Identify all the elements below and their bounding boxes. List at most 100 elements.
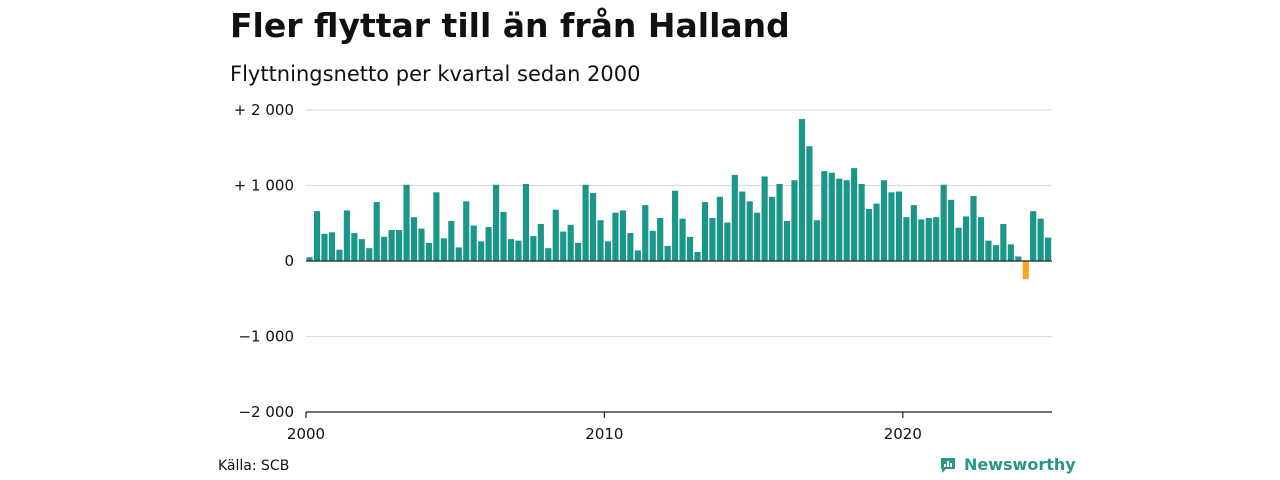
bar: [880, 180, 888, 261]
bar: [1022, 261, 1029, 280]
bar: [918, 219, 925, 261]
bar: [843, 180, 850, 261]
bar: [567, 224, 574, 261]
chart-subtitle: Flyttningsnetto per kvartal sedan 2000: [230, 62, 641, 86]
bar: [366, 248, 373, 261]
bar: [955, 227, 962, 261]
bar: [701, 202, 709, 261]
bar: [560, 231, 567, 261]
bar: [813, 220, 820, 261]
bar: [791, 180, 798, 261]
bar: [306, 257, 313, 261]
bar: [328, 232, 336, 261]
bar: [351, 233, 358, 261]
bar: [806, 146, 813, 261]
brand-logo[interactable]: Newsworthy: [939, 455, 1076, 474]
bar: [433, 192, 440, 261]
bar: [582, 184, 589, 261]
bar: [381, 236, 388, 261]
bar: [948, 199, 955, 261]
y-axis-ticks: + 2 000 + 1 000 0 −1 000 −2 000: [234, 101, 294, 421]
bar: [597, 220, 604, 261]
bar: [739, 191, 746, 261]
bar: [761, 176, 768, 261]
x-tick-label: 2000: [287, 425, 325, 443]
x-tick-label: 2010: [585, 425, 623, 443]
bar: [754, 212, 761, 261]
bar: [604, 241, 612, 261]
bar: [992, 245, 999, 261]
bar: [589, 193, 597, 261]
bar: [851, 168, 858, 261]
bar: [679, 218, 686, 261]
x-tick-label: 2020: [884, 425, 922, 443]
bar: [463, 201, 470, 261]
bar: [977, 217, 985, 261]
y-tick-label: 0: [284, 252, 294, 270]
axes: [306, 260, 1052, 413]
bar: [798, 119, 806, 261]
bar: [418, 228, 425, 261]
bar: [575, 242, 582, 261]
bar: [895, 191, 902, 261]
bar: [783, 220, 791, 261]
bar: [873, 203, 880, 261]
x-axis-ticks: 2000 2010 2020: [287, 412, 922, 443]
bar: [731, 174, 738, 261]
bar: [694, 251, 701, 261]
bar: [321, 233, 328, 261]
bar: [403, 184, 410, 261]
bar: [1037, 218, 1044, 261]
bar: [910, 205, 917, 261]
bar: [709, 217, 716, 261]
bar: [485, 227, 492, 261]
bar: [866, 208, 873, 261]
bar: [425, 242, 433, 261]
bar: [537, 224, 544, 261]
bar: [716, 196, 723, 261]
bar: [396, 230, 403, 261]
brand-name: Newsworthy: [964, 455, 1076, 474]
chart-title: Fler flyttar till än från Halland: [230, 6, 790, 45]
bar: [672, 190, 679, 261]
bar: [1007, 244, 1014, 261]
bar: [828, 172, 835, 261]
newsworthy-logo-icon: [941, 457, 955, 473]
bar: [1000, 224, 1007, 261]
bar: [530, 236, 537, 261]
bar: [552, 209, 559, 261]
bar: [545, 248, 552, 261]
bar: [470, 225, 477, 261]
bar: [903, 217, 910, 261]
bar: [336, 249, 343, 261]
bar: [962, 216, 970, 261]
bar: [619, 210, 626, 261]
bar: [940, 184, 947, 261]
bar: [1045, 237, 1052, 261]
bar: [612, 212, 619, 261]
bar: [649, 230, 656, 261]
bar: [985, 240, 992, 261]
bar: [410, 217, 418, 261]
bar: [627, 233, 634, 261]
y-tick-label: + 2 000: [234, 101, 294, 119]
bar: [388, 230, 395, 261]
source-note: Källa: SCB: [218, 458, 290, 474]
bar: [440, 238, 447, 261]
bar: [925, 217, 932, 261]
bar: [515, 240, 522, 261]
y-tick-label: −1 000: [238, 328, 294, 346]
bar: [522, 183, 529, 261]
bar: [373, 202, 380, 261]
bar: [769, 196, 776, 261]
bar: [1015, 256, 1022, 261]
bars: [306, 119, 1052, 280]
bar: [888, 192, 895, 261]
bar: [478, 241, 485, 261]
bar: [500, 211, 507, 261]
bar: [358, 239, 365, 261]
y-tick-label: + 1 000: [234, 177, 294, 195]
bar: [776, 183, 783, 261]
bar: [343, 210, 350, 261]
